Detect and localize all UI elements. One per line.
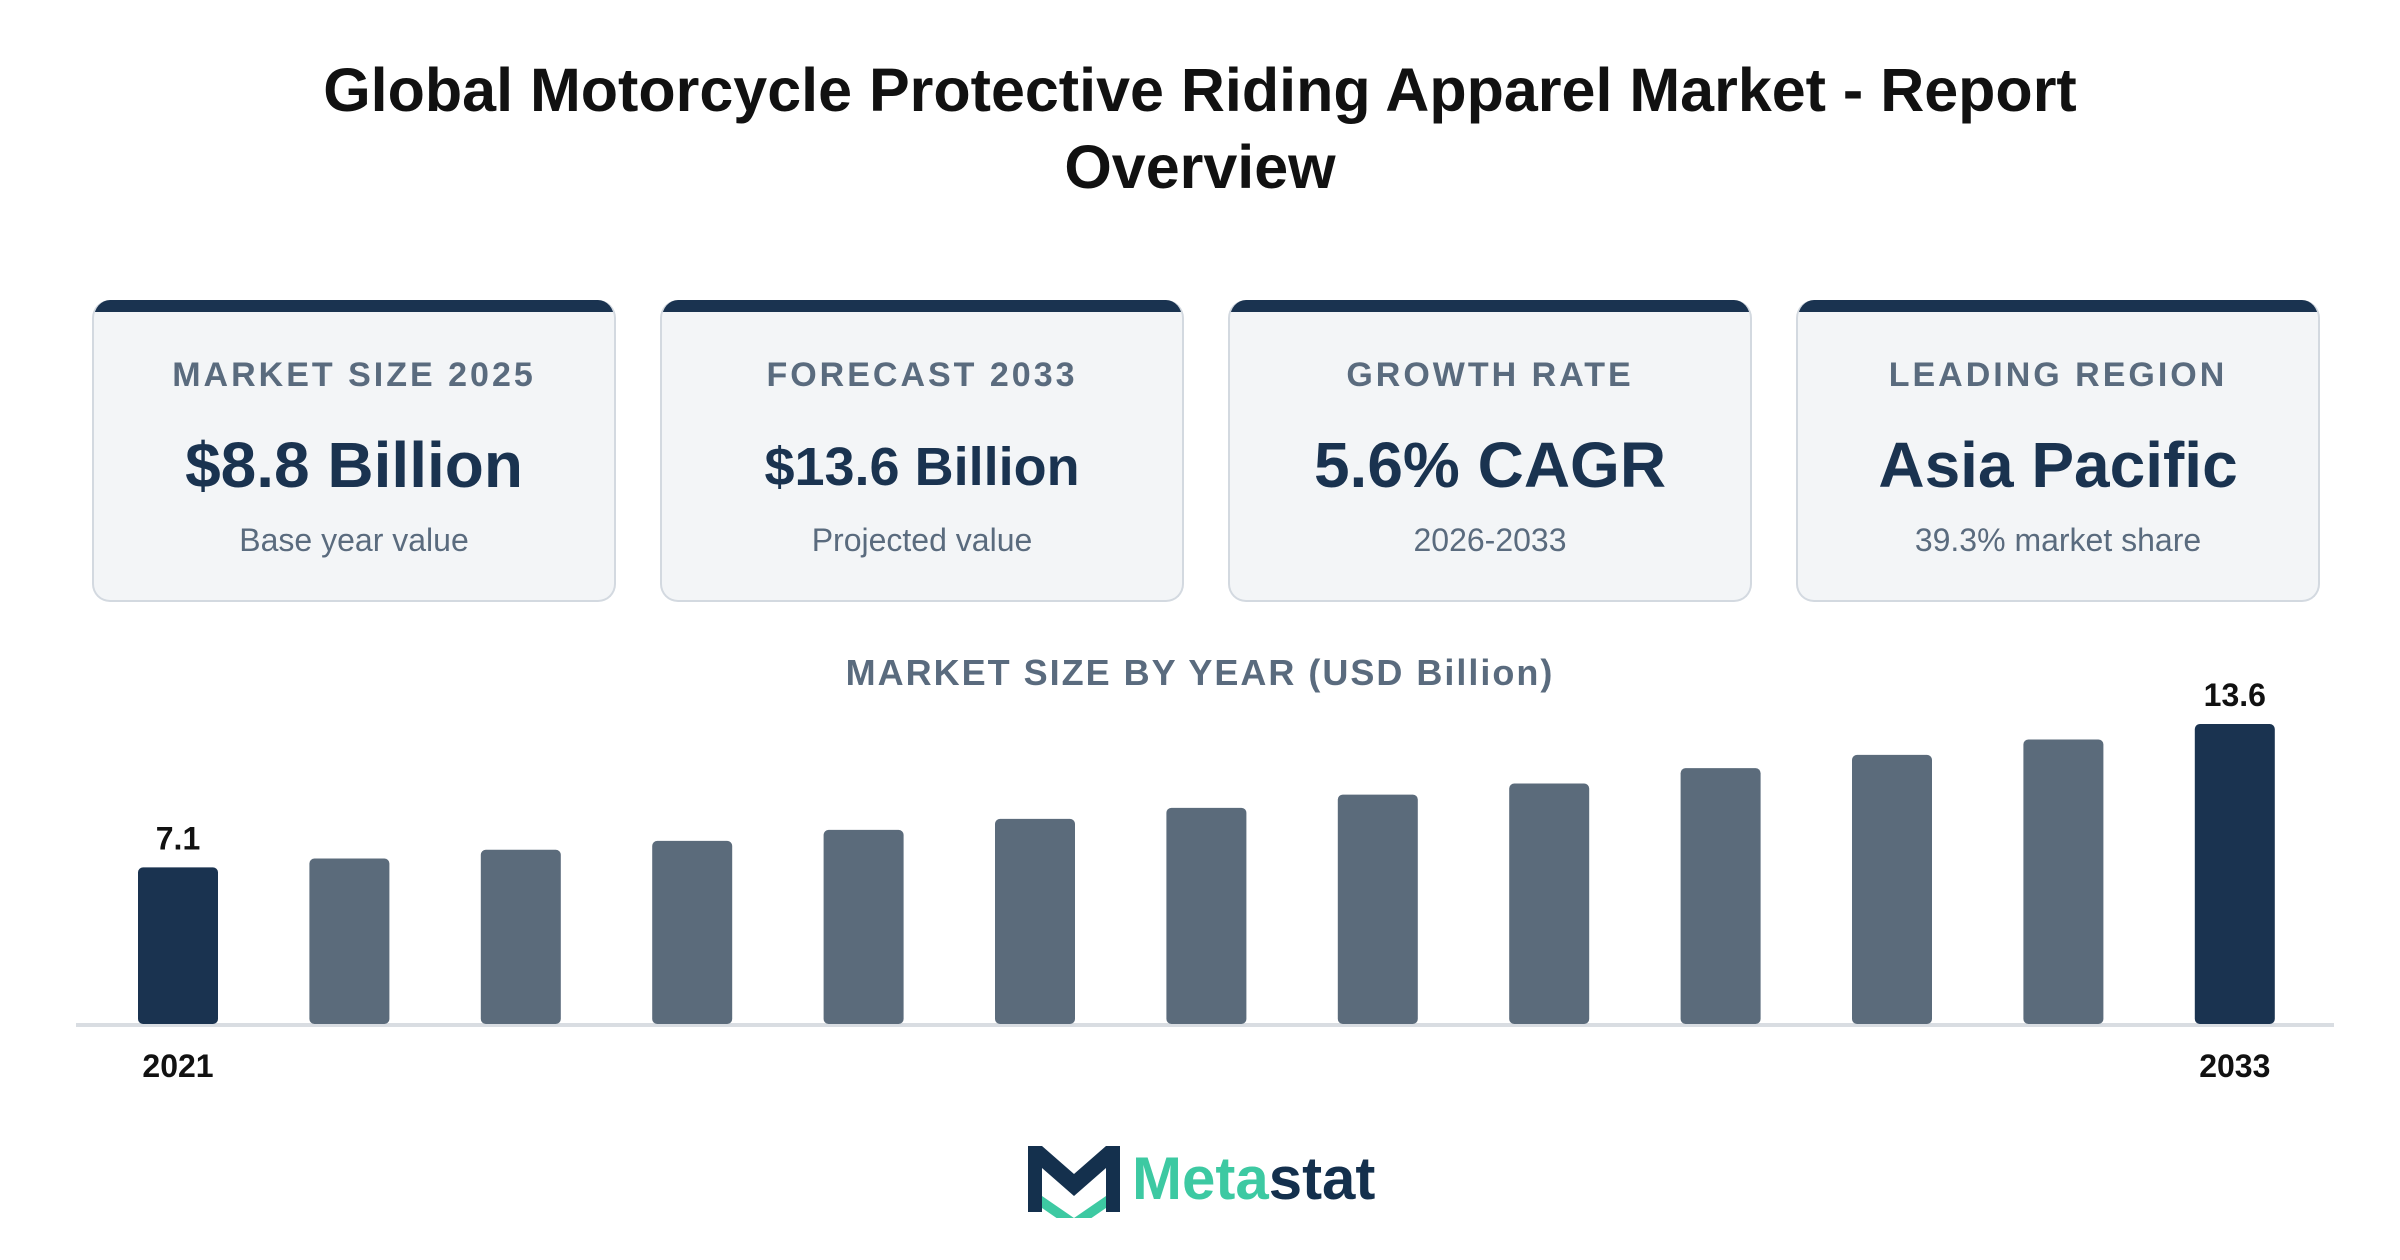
bar-2031 xyxy=(1852,754,1932,1024)
card-subtext: 2026-2033 xyxy=(1413,522,1567,558)
bar-2028 xyxy=(1337,794,1418,1024)
kpi-cards: MARKET SIZE 2025 $8.8 Billion Base year … xyxy=(92,300,2322,604)
card-value: 5.6% CAGR xyxy=(1313,429,1667,501)
logo-text-stat: stat xyxy=(1268,1145,1376,1212)
card-accent-bar xyxy=(94,300,614,312)
bar-2025 xyxy=(823,829,904,1024)
card-value: $8.8 Billion xyxy=(185,429,523,501)
card-growth-rate: GROWTH RATE 5.6% CAGR 2026-2033 xyxy=(1228,300,1752,602)
card-leading-region: LEADING REGION Asia Pacific 39.3% market… xyxy=(1796,300,2320,602)
bar-2032 xyxy=(2023,739,2104,1024)
logo-text-meta: Meta xyxy=(1132,1145,1269,1212)
card-subtext: 39.3% market share xyxy=(1914,522,2202,558)
bar-2027 xyxy=(1166,807,1247,1024)
card-label: LEADING REGION xyxy=(1888,356,2228,394)
metastat-logo-icon xyxy=(1028,1146,1120,1218)
card-label: FORECAST 2033 xyxy=(766,356,1078,394)
card-subtext: Projected value xyxy=(811,522,1033,558)
bar-2023 xyxy=(480,849,561,1024)
card-value: Asia Pacific xyxy=(1878,429,2238,501)
card-accent-bar xyxy=(1798,300,2318,312)
chart-title: MARKET SIZE BY YEAR (USD Billion) xyxy=(845,652,1555,693)
card-forecast: FORECAST 2033 $13.6 Billion Projected va… xyxy=(660,300,1184,602)
bar-2022 xyxy=(309,858,390,1024)
bar-2030 xyxy=(1680,768,1761,1024)
card-accent-bar xyxy=(1230,300,1750,312)
x-tick-label-2033: 2033 xyxy=(2199,1048,2270,1084)
card-label: GROWTH RATE xyxy=(1346,356,1634,394)
card-accent-bar xyxy=(662,300,1182,312)
card-label: MARKET SIZE 2025 xyxy=(172,356,536,394)
bar-2029 xyxy=(1509,783,1590,1024)
card-market-size: MARKET SIZE 2025 $8.8 Billion Base year … xyxy=(92,300,616,602)
card-subtext: Base year value xyxy=(239,522,469,558)
bar-2033 xyxy=(2194,724,2275,1024)
page-title: Global Motorcycle Protective Riding Appa… xyxy=(323,56,2077,201)
metastat-logo: Metastat xyxy=(1024,1140,1404,1220)
data-label-2033: 13.6 xyxy=(2204,677,2266,713)
card-value: $13.6 Billion xyxy=(764,437,1080,497)
data-label-2021: 7.1 xyxy=(156,820,200,856)
bar-2024 xyxy=(652,840,733,1024)
metastat-logo-wordmark: Metastat xyxy=(1132,1144,1375,1214)
bar-2026 xyxy=(995,818,1075,1024)
x-tick-label-2021: 2021 xyxy=(142,1048,213,1084)
bar-2021 xyxy=(138,867,218,1024)
